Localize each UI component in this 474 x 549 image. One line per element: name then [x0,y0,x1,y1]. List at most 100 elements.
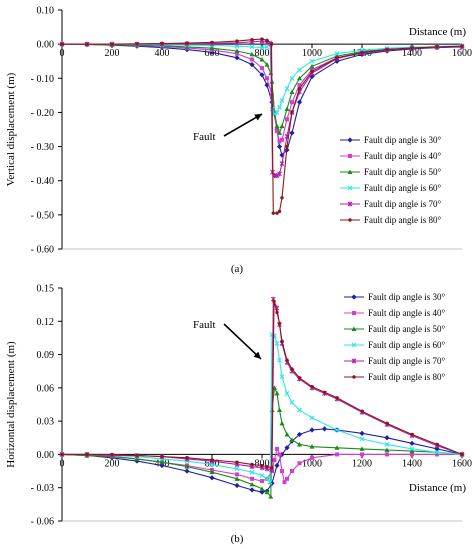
fault-arrow-line [223,113,263,137]
fault-annotation: Fault [193,131,216,143]
data-point [274,341,280,346]
data-point [359,430,365,436]
data-point [289,437,295,443]
fault-arrow-head [253,351,261,359]
x-tick-label: 0 [60,48,65,59]
data-point [60,42,64,46]
data-point [360,50,364,55]
data-point [110,42,114,46]
data-point [334,427,340,433]
chart-b: 0.15 0.12 0.09 0.06 0.03 0.00 - 0.03 - 0.06 0 200… [5,284,472,546]
y-tick-label: 0.10 [37,6,55,17]
data-point [297,75,302,81]
data-point [309,444,315,449]
data-point [210,458,214,462]
data-point [297,376,302,380]
x-tick-label: 1600 [452,458,472,469]
legend-swatch-marker [352,375,356,379]
data-point [284,106,290,112]
data-point [85,42,89,46]
data-point [410,46,414,50]
data-point [410,452,414,457]
data-point [275,446,279,451]
data-point [409,446,415,452]
y-tick-label: 0.03 [37,417,55,428]
data-point [264,44,270,50]
data-point [209,475,215,481]
fault-arrow-head [254,114,262,121]
data-point [282,480,287,485]
data-point [270,466,274,470]
data-point [134,456,140,461]
legend-label: Fault dip angle is 70° [364,199,441,209]
data-point [60,452,64,457]
data-point [296,99,303,105]
data-point [260,463,264,468]
data-point [274,173,280,179]
data-point [274,123,280,129]
data-point [285,117,289,122]
data-point [275,129,279,134]
legend-swatch-marker [347,185,353,191]
data-point [279,374,285,380]
data-point [184,464,190,469]
y-axis-title: Vertical displacement (m) [5,72,17,186]
data-point [274,390,280,396]
data-point [272,299,276,304]
legend-label: Fault dip angle is 50° [368,324,445,334]
legend-label: Fault dip angle is 80° [368,372,445,382]
series-6 [60,299,464,470]
data-point [296,431,303,438]
data-point [297,86,302,91]
data-point [284,431,290,437]
series-line [62,38,463,214]
legend-label: Fault dip angle is 60° [368,340,445,350]
data-point [322,390,327,394]
data-point [135,453,139,458]
data-point [277,130,282,135]
legend-swatch-marker [352,311,356,315]
fault-annotation: Fault [193,319,216,331]
data-point [272,457,277,462]
data-point [275,310,279,315]
legend-swatch-marker [351,294,357,300]
data-point [160,41,164,46]
data-point [290,110,294,115]
data-point [384,447,390,452]
data-point [289,75,295,81]
data-point [279,123,285,129]
data-point [249,487,255,493]
data-point [276,143,283,150]
data-point [290,469,294,474]
data-point [234,55,240,61]
data-point [259,489,265,495]
x-tick-label: 0 [60,458,65,469]
series-5 [59,296,465,473]
data-point [297,461,302,466]
data-point [309,63,315,69]
data-point [435,45,439,49]
data-point [280,339,284,343]
x-tick-label: 1400 [402,458,422,469]
data-point [435,442,439,447]
data-point [409,440,415,446]
legend-label: Fault dip angle is 70° [368,356,445,366]
data-point [159,459,165,465]
data-point [274,110,280,115]
data-point [277,321,282,326]
y-tick-label: 0.12 [37,317,55,328]
data-point [110,452,114,457]
data-point [310,385,314,389]
data-point [309,58,315,64]
legend-label: Fault dip angle is 50° [364,167,441,177]
x-tick-label: 1000 [302,48,322,59]
data-point [309,415,315,421]
data-point [279,98,285,103]
data-point [284,390,290,396]
y-tick-label: 0.06 [37,383,55,394]
data-point [234,476,240,481]
series-6 [60,37,464,215]
data-point [277,139,282,144]
data-point [134,458,140,464]
